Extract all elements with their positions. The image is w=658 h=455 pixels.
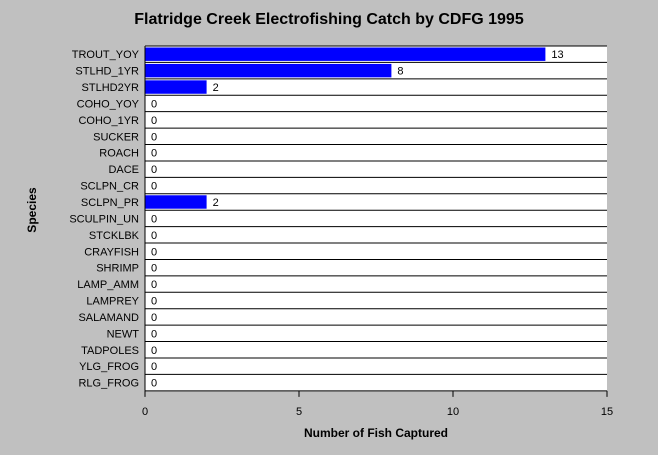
chart-title: Flatridge Creek Electrofishing Catch by … xyxy=(134,11,524,28)
category-label: NEWT xyxy=(107,328,140,340)
x-tick-label: 5 xyxy=(296,406,302,418)
category-label: COHO_1YR xyxy=(78,115,139,127)
category-label: DACE xyxy=(108,164,139,176)
category-label: TROUT_YOY xyxy=(72,49,140,61)
value-label: 2 xyxy=(213,82,219,94)
category-label: SHRIMP xyxy=(96,263,139,275)
value-label: 8 xyxy=(397,66,403,78)
category-label: STLHD_1YR xyxy=(75,66,139,78)
plot-background xyxy=(145,46,607,391)
category-label: LAMPREY xyxy=(86,296,139,308)
category-label: CRAYFISH xyxy=(84,246,139,258)
bar-sclpn_pr xyxy=(145,195,207,209)
value-label: 0 xyxy=(151,230,157,242)
value-label: 0 xyxy=(151,213,157,225)
category-label: STCKLBK xyxy=(89,230,140,242)
value-label: 0 xyxy=(151,279,157,291)
x-axis-label: Number of Fish Captured xyxy=(303,426,448,440)
value-label: 0 xyxy=(151,312,157,324)
category-label: RLG_FROG xyxy=(78,378,139,390)
value-label: 0 xyxy=(151,296,157,308)
category-label: STLHD2YR xyxy=(82,82,140,94)
value-label: 0 xyxy=(151,148,157,160)
category-label: ROACH xyxy=(99,148,139,160)
value-label: 0 xyxy=(151,98,157,110)
bar-stlhd2yr xyxy=(145,80,207,94)
value-label: 0 xyxy=(151,378,157,390)
value-label: 0 xyxy=(151,131,157,143)
value-label: 0 xyxy=(151,263,157,275)
category-label: SUCKER xyxy=(93,131,139,143)
x-tick-label: 15 xyxy=(601,406,613,418)
category-label: TADPOLES xyxy=(81,345,139,357)
category-label: SCULPIN_UN xyxy=(69,213,139,225)
x-tick-label: 10 xyxy=(447,406,459,418)
category-label: COHO_YOY xyxy=(77,98,140,110)
category-label: YLG_FROG xyxy=(79,361,139,373)
bar-trout_yoy xyxy=(145,47,546,61)
value-label: 2 xyxy=(213,197,219,209)
category-label: SCLPN_CR xyxy=(80,181,139,193)
value-label: 13 xyxy=(551,49,563,61)
category-label: LAMP_AMM xyxy=(77,279,139,291)
value-label: 0 xyxy=(151,328,157,340)
category-label: SCLPN_PR xyxy=(81,197,139,209)
value-label: 0 xyxy=(151,181,157,193)
value-label: 0 xyxy=(151,164,157,176)
value-label: 0 xyxy=(151,246,157,258)
value-label: 0 xyxy=(151,115,157,127)
x-tick-label: 0 xyxy=(142,406,148,418)
value-label: 0 xyxy=(151,361,157,373)
category-label: SALAMAND xyxy=(78,312,139,324)
bar-stlhd_1yr xyxy=(145,63,392,78)
value-label: 0 xyxy=(151,345,157,357)
